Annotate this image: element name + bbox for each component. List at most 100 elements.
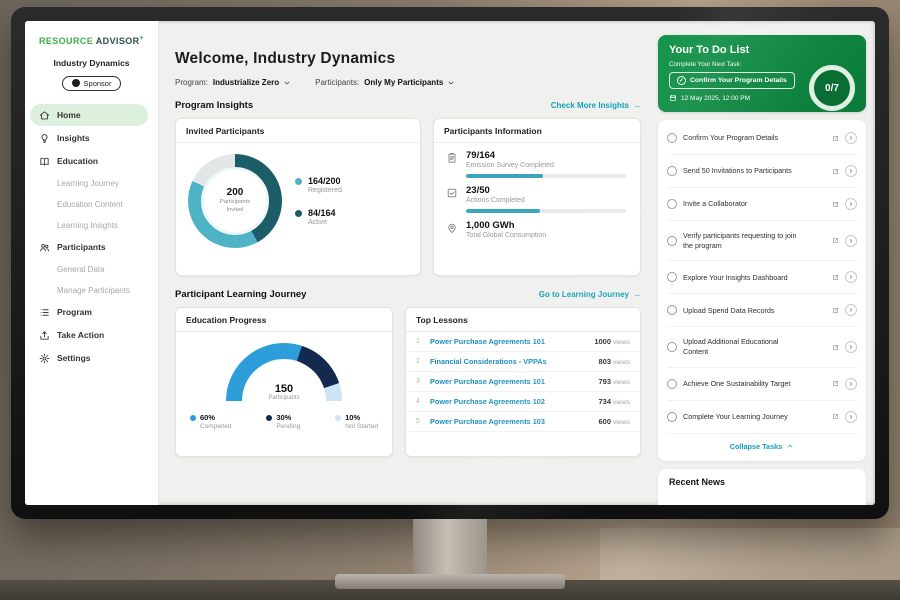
lesson-title-link[interactable]: Power Purchase Agreements 102: [430, 397, 545, 406]
donut-center-label: Participants Invited: [219, 199, 251, 213]
sidebar-item-program[interactable]: Program: [25, 301, 158, 323]
chevron-right-icon[interactable]: [845, 271, 857, 284]
external-link-icon: [832, 307, 839, 314]
sidebar-item-settings[interactable]: Settings: [25, 347, 158, 369]
task-row-send-invitations[interactable]: Send 50 Invitations to Participants: [667, 155, 857, 188]
program-filter: Program: Industrialize Zero: [175, 78, 291, 87]
sponsor-label: Sponsor: [83, 78, 112, 88]
task-checkbox[interactable]: [667, 272, 677, 283]
task-row-achieve-sustainability-target[interactable]: Achieve One Sustainability Target: [667, 368, 857, 401]
external-link-icon: [832, 135, 839, 142]
lesson-title-link[interactable]: Power Purchase Agreements 101: [430, 337, 545, 346]
legend-label: Pending: [276, 423, 301, 430]
task-label: Verify participants requesting to join t…: [683, 231, 797, 250]
emission-survey-progress-bar: [466, 174, 626, 178]
sidebar-item-insights[interactable]: Insights: [25, 127, 158, 149]
due-date-text: 12 May 2025, 12:00 PM: [681, 94, 751, 102]
sidebar-item-label: Learning Journey: [57, 178, 119, 188]
page-title: Welcome, Industry Dynamics: [175, 50, 396, 67]
chevron-right-icon[interactable]: [845, 377, 857, 390]
sidebar-item-manage-participants[interactable]: Manage Participants: [25, 280, 158, 300]
sidebar-item-home[interactable]: Home: [30, 104, 148, 126]
chevron-right-icon[interactable]: [845, 341, 857, 354]
collapse-tasks-link[interactable]: Collapse Tasks: [667, 434, 857, 459]
participants-filter-dropdown[interactable]: Only My Participants: [364, 78, 455, 87]
lesson-row[interactable]: 4 Power Purchase Agreements 102 734 views: [406, 392, 640, 412]
program-filter-dropdown[interactable]: Industrialize Zero: [213, 78, 291, 87]
task-row-explore-insights[interactable]: Explore Your Insights Dashboard: [667, 261, 857, 295]
chevron-up-icon: [786, 442, 794, 450]
task-row-upload-educational-content[interactable]: Upload Additional Educational Content: [667, 327, 857, 368]
sidebar-item-label: General Data: [57, 264, 105, 274]
task-row-confirm-program[interactable]: Confirm Your Program Details: [667, 122, 857, 155]
chevron-right-icon[interactable]: [845, 410, 857, 423]
sidebar-item-take-action[interactable]: Take Action: [25, 324, 158, 346]
task-checkbox[interactable]: [667, 235, 677, 246]
chevron-right-icon[interactable]: [845, 198, 857, 210]
sidebar-item-education-content[interactable]: Education Content: [25, 194, 158, 214]
lesson-row[interactable]: 5 Power Purchase Agreements 103 600 views: [406, 412, 640, 432]
lesson-title-link[interactable]: Power Purchase Agreements 103: [430, 417, 545, 426]
go-to-learning-journey-link[interactable]: Go to Learning Journey →: [539, 290, 641, 299]
program-insights-section-head: Program Insights Check More Insights →: [175, 100, 641, 111]
arrow-right-icon: →: [633, 290, 641, 299]
task-row-verify-participants[interactable]: Verify participants requesting to join t…: [667, 221, 857, 262]
check-more-insights-link[interactable]: Check More Insights →: [551, 101, 641, 110]
section-title-program-insights: Program Insights: [175, 100, 254, 111]
task-checkbox[interactable]: [667, 199, 677, 209]
sidebar-item-learning-insights[interactable]: Learning Insights: [25, 215, 158, 235]
task-row-invite-collaborator[interactable]: Invite a Collaborator: [667, 188, 857, 221]
task-label: Achieve One Sustainability Target: [683, 379, 791, 389]
chevron-right-icon[interactable]: [845, 165, 857, 177]
lesson-row[interactable]: 1 Power Purchase Agreements 101 1000 view…: [406, 332, 640, 352]
sidebar-item-label: Settings: [57, 353, 91, 363]
sidebar-item-label: Manage Participants: [57, 285, 130, 295]
task-checkbox[interactable]: [667, 342, 677, 353]
todo-progress-value: 0/7: [825, 82, 839, 94]
tasks-list-card: Confirm Your Program Details Send 50 Inv…: [658, 120, 866, 461]
gauge-legend: 60% Completed 30% Pending: [176, 401, 392, 430]
gauge-center-value: 150: [274, 383, 294, 395]
lesson-row[interactable]: 3 Power Purchase Agreements 101 793 views: [406, 372, 640, 392]
stat-emission-survey: 79/164 Emission Survey Completed: [434, 143, 640, 178]
gauge-center: 150 Participants: [226, 383, 342, 401]
participants-information-card: Participants Information 79/164 Emission…: [433, 118, 641, 276]
lesson-rank: 5: [416, 418, 420, 425]
next-task-pill[interactable]: ✓ Confirm Your Program Details: [669, 72, 795, 89]
task-checkbox[interactable]: [667, 133, 677, 143]
task-label: Upload Additional Educational Content: [683, 337, 779, 357]
right-panel: Your To Do List Complete Your Next Task:…: [653, 21, 875, 505]
task-checkbox[interactable]: [667, 378, 677, 389]
todo-progress-ring: 0/7: [809, 65, 855, 111]
background-light-patch: [600, 528, 900, 580]
lesson-row[interactable]: 2 Financial Considerations - VPPAs 803 vi…: [406, 352, 640, 372]
chevron-right-icon[interactable]: [845, 132, 857, 144]
chevron-right-icon[interactable]: [845, 304, 857, 317]
chevron-right-icon[interactable]: [845, 234, 857, 247]
task-label: Invite a Collaborator: [683, 199, 748, 209]
card-title: Top Lessons: [406, 308, 640, 332]
legend-label: Registered: [308, 187, 342, 194]
legend-label: Not Started: [345, 423, 378, 430]
sidebar-item-general-data[interactable]: General Data: [25, 259, 158, 279]
external-link-icon: [832, 237, 839, 244]
sidebar-item-label: Take Action: [57, 330, 105, 340]
lesson-title-link[interactable]: Power Purchase Agreements 101: [430, 377, 545, 386]
sponsor-badge[interactable]: Sponsor: [61, 75, 122, 91]
sidebar-item-participants[interactable]: Participants: [25, 236, 158, 258]
task-checkbox[interactable]: [667, 166, 677, 176]
sponsor-icon: [71, 79, 80, 87]
todo-subtitle: Complete Your Next Task:: [669, 61, 742, 68]
arrow-right-icon: →: [633, 101, 641, 110]
legend-dot: [295, 178, 302, 185]
task-row-upload-spend-data[interactable]: Upload Spend Data Records: [667, 294, 857, 328]
lesson-title-link[interactable]: Financial Considerations - VPPAs: [430, 357, 547, 366]
task-row-complete-learning-journey[interactable]: Complete Your Learning Journey: [667, 401, 857, 434]
sponsor-badge-wrap: Sponsor: [25, 74, 158, 92]
sidebar-item-education[interactable]: Education: [25, 150, 158, 172]
sidebar-item-learning-journey[interactable]: Learning Journey: [25, 173, 158, 193]
task-label: Complete Your Learning Journey: [683, 412, 788, 422]
external-link-icon: [832, 274, 839, 281]
task-checkbox[interactable]: [667, 305, 677, 316]
task-checkbox[interactable]: [667, 411, 677, 422]
